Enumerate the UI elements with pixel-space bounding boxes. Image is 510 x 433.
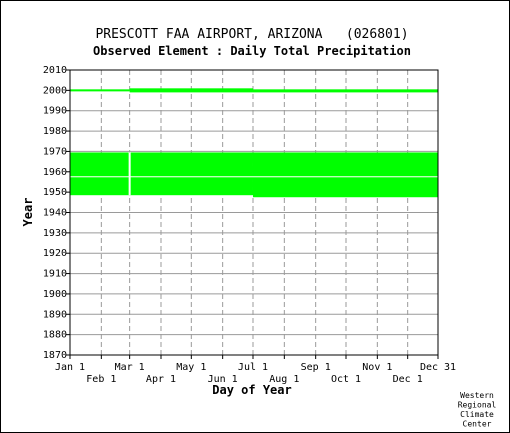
y-tick-label: 1910	[43, 269, 67, 280]
x-tick-label: Apr 1	[146, 374, 176, 385]
y-tick-label: 1980	[43, 126, 67, 137]
y-tick-label: 1920	[43, 248, 67, 259]
x-tick-label: Feb 1	[86, 374, 116, 385]
y-tick-label: 1970	[43, 146, 67, 157]
axis-labels: 1870 1880 1890 1900 1910 1920 1930 1940 1950 1960…	[43, 65, 456, 385]
y-tick-label: 1940	[43, 208, 67, 219]
chart-title: PRESCOTT FAA AIRPORT, ARIZONA (026801)	[95, 27, 408, 42]
chart-subtitle: Observed Element : Daily Total Precipita…	[93, 44, 411, 58]
data-bar	[70, 89, 130, 92]
y-tick-label: 1900	[43, 289, 67, 300]
x-tick-label: Oct 1	[331, 374, 361, 385]
x-tick-label: Dec 31	[420, 362, 456, 373]
y-tick-label: 1990	[43, 106, 67, 117]
data-bar	[129, 88, 253, 93]
data-gap	[70, 176, 438, 178]
y-tick-label: 1890	[43, 309, 67, 320]
credit-line: Regional	[458, 401, 497, 410]
credit-line: Center	[463, 420, 492, 429]
y-tick-label: 2000	[43, 85, 67, 96]
x-tick-label: Jun 1	[208, 374, 238, 385]
y-tick-label: 1950	[43, 187, 67, 198]
x-tick-label: Sep 1	[301, 362, 331, 373]
x-tick-label: Aug 1	[269, 374, 299, 385]
x-tick-label: May 1	[176, 362, 206, 373]
data-bar	[252, 89, 438, 93]
x-axis-label: Day of Year	[212, 383, 291, 397]
credit-line: Western	[460, 391, 494, 400]
x-tick-label: Dec 1	[393, 374, 423, 385]
x-tick-label: Jul 1	[238, 362, 268, 373]
y-tick-label: 1930	[43, 228, 67, 239]
y-axis-label: Year	[21, 198, 35, 227]
x-tick-label: Nov 1	[362, 362, 392, 373]
data-layer	[70, 88, 438, 198]
y-tick-label: 1880	[43, 330, 67, 341]
y-tick-label: 1960	[43, 167, 67, 178]
x-tick-label: Jan 1	[55, 362, 85, 373]
data-bar	[129, 152, 253, 196]
credit-line: Climate	[460, 410, 494, 419]
y-tick-label: 2010	[43, 65, 67, 76]
data-bar	[70, 152, 130, 196]
y-tick-label: 1870	[43, 350, 67, 361]
plot-border	[69, 69, 439, 356]
data-gap	[128, 152, 131, 196]
x-tick-label: Mar 1	[115, 362, 145, 373]
data-bar	[252, 152, 438, 198]
